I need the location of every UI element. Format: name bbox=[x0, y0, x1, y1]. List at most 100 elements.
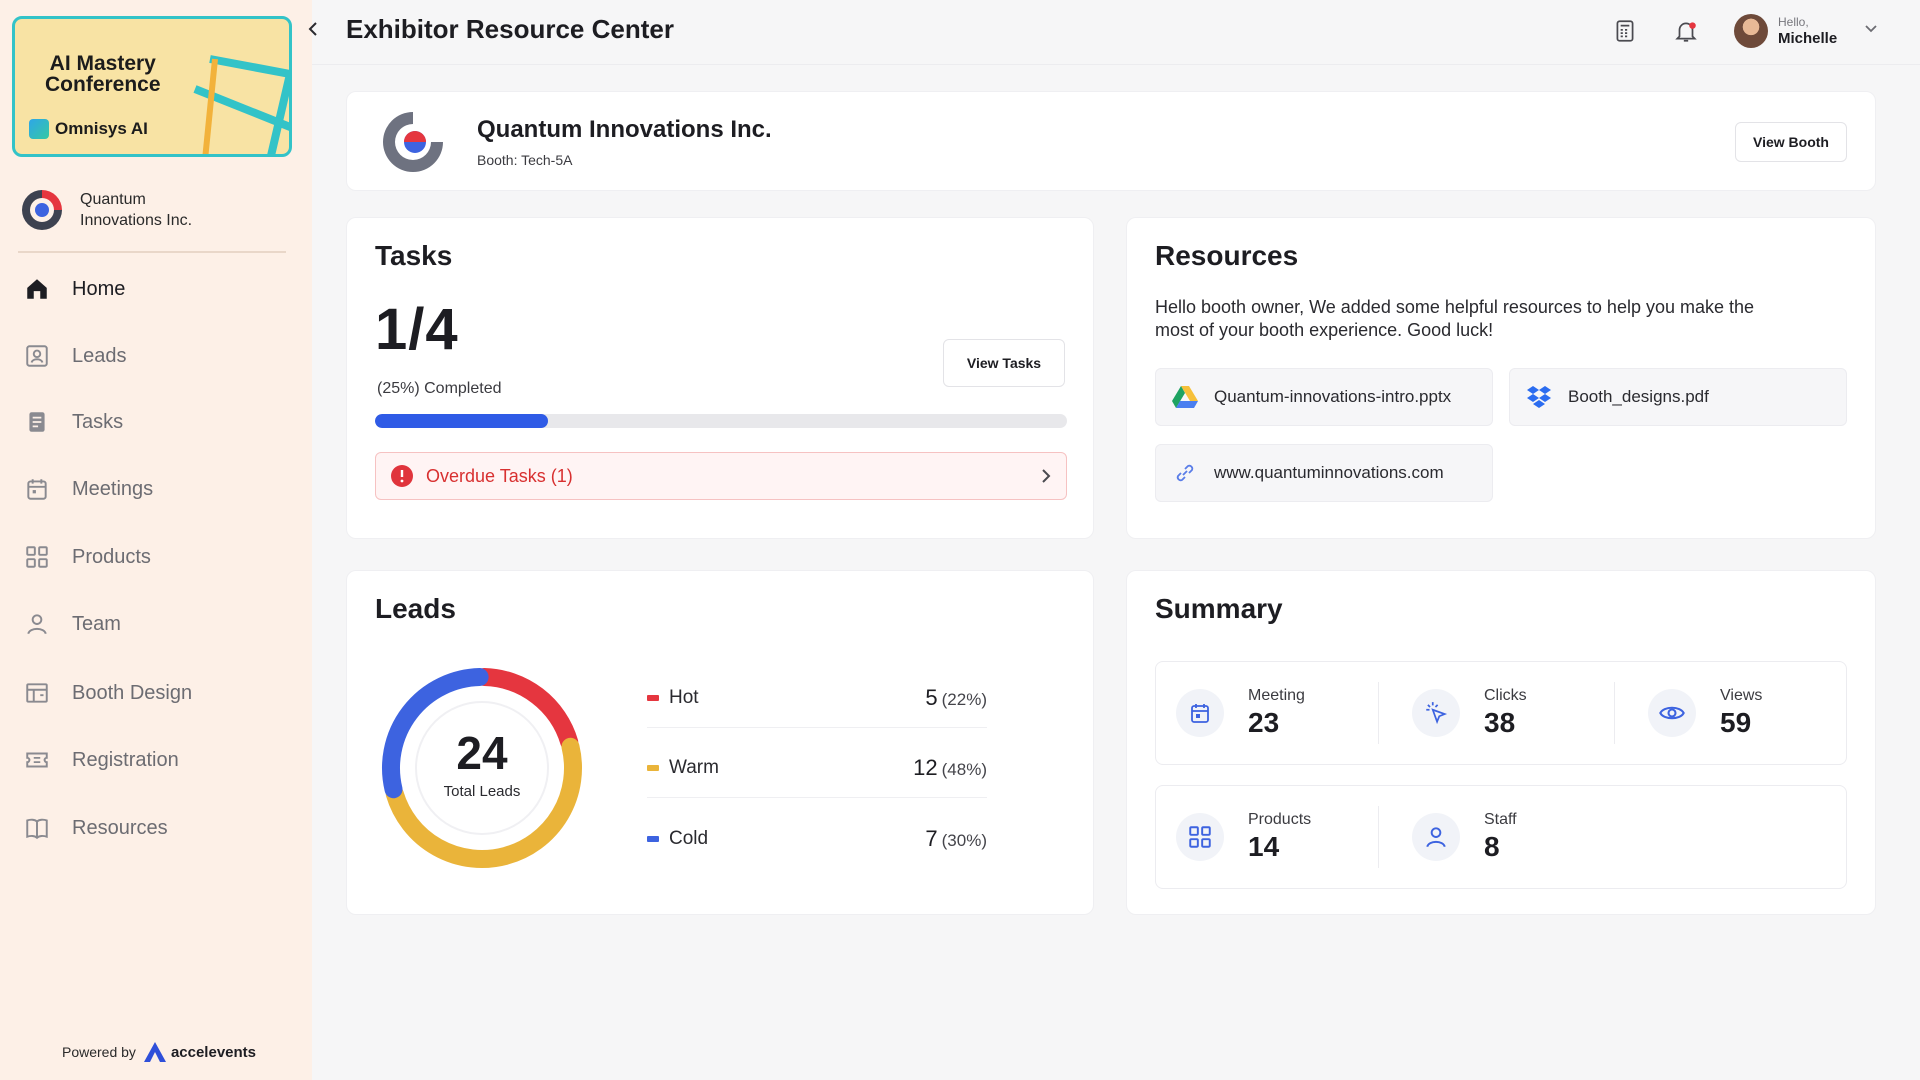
ticket-icon bbox=[26, 752, 48, 768]
leads-card: Leads 24 Total Leads Hot 5 (22%) Warm 12(… bbox=[346, 570, 1094, 915]
chevron-down-icon[interactable] bbox=[1864, 24, 1878, 34]
stat-value: 59 bbox=[1720, 707, 1752, 738]
user-name: Michelle bbox=[1778, 29, 1838, 47]
overdue-tasks-banner[interactable]: Overdue Tasks (1) bbox=[375, 452, 1067, 500]
booth-icon bbox=[26, 683, 48, 703]
tasks-title: Tasks bbox=[375, 240, 453, 271]
leads-row-hot: Hot 5 (22%) bbox=[647, 673, 987, 723]
user-icon bbox=[1426, 827, 1446, 848]
resource-file-pptx[interactable]: Quantum-innovations-intro.pptx bbox=[1155, 368, 1493, 426]
powered-by: Powered by accelevents bbox=[62, 1042, 256, 1062]
stat-icon-wrap bbox=[1176, 689, 1224, 737]
donut-segment-hot bbox=[475, 668, 579, 752]
sidebar-item-label: Products bbox=[72, 545, 151, 568]
stat-icon-wrap bbox=[1648, 689, 1696, 737]
stat-value: 38 bbox=[1484, 707, 1516, 738]
dropbox-icon bbox=[1527, 386, 1551, 408]
sidebar-item-label: Resources bbox=[72, 816, 168, 839]
sidebar-item-team[interactable]: Team bbox=[24, 604, 121, 644]
sidebar-item-products[interactable]: Products bbox=[24, 537, 151, 577]
chevron-right-icon bbox=[1042, 469, 1051, 483]
stat-meeting[interactable]: Meeting 23 bbox=[1176, 662, 1305, 764]
stat-divider bbox=[1614, 682, 1615, 744]
company-logo-icon bbox=[22, 190, 62, 230]
donut-segment-warm bbox=[385, 737, 582, 868]
sidebar-item-label: Tasks bbox=[72, 410, 124, 433]
sidebar-item-home[interactable]: Home bbox=[24, 269, 125, 309]
calculator-icon[interactable] bbox=[1612, 18, 1638, 44]
view-tasks-button[interactable]: View Tasks bbox=[943, 339, 1065, 387]
stat-staff[interactable]: Staff 8 bbox=[1412, 786, 1517, 888]
leads-row-divider bbox=[647, 797, 987, 798]
sidebar-item-tasks[interactable]: Tasks bbox=[24, 402, 123, 442]
leads-row-count: 12 bbox=[913, 755, 938, 780]
resources-description: Hello booth owner, We added some helpful… bbox=[1155, 297, 1755, 340]
company-card: Quantum Innovations Inc. Booth: Tech-5A … bbox=[346, 91, 1876, 191]
user-hello: Hello, bbox=[1778, 14, 1809, 29]
banner-brand-name: Omnisys AI bbox=[55, 119, 148, 138]
resource-link-text: www.quantuminnovations.com bbox=[1214, 463, 1444, 482]
resource-file-name: Booth_designs.pdf bbox=[1568, 387, 1709, 406]
notification-bell-icon[interactable] bbox=[1673, 18, 1699, 44]
leads-row-value: 7 (30%) bbox=[925, 826, 987, 852]
clipboard-icon bbox=[29, 412, 45, 432]
view-booth-button[interactable]: View Booth bbox=[1735, 122, 1847, 162]
eye-icon bbox=[1659, 706, 1685, 720]
sidebar-item-booth-design[interactable]: Booth Design bbox=[24, 673, 192, 713]
banner-title-line2: Conference bbox=[45, 73, 161, 96]
leads-row-divider bbox=[647, 727, 987, 728]
sidebar-item-label: Registration bbox=[72, 748, 179, 771]
grid-icon bbox=[1189, 826, 1211, 848]
sidebar-company-name: Quantum Innovations Inc. bbox=[80, 189, 192, 231]
stat-value: 8 bbox=[1484, 831, 1500, 862]
sidebar-item-resources[interactable]: Resources bbox=[24, 808, 168, 848]
stat-views[interactable]: Views 59 bbox=[1648, 662, 1762, 764]
sidebar-item-leads[interactable]: Leads bbox=[24, 336, 127, 376]
user-icon bbox=[27, 614, 47, 635]
accelevents-name: accelevents bbox=[170, 1043, 257, 1061]
leads-total-label: Total Leads bbox=[443, 783, 521, 800]
stat-label: Staff bbox=[1484, 811, 1517, 828]
link-icon bbox=[1176, 464, 1194, 482]
resource-link-website[interactable]: www.quantuminnovations.com bbox=[1155, 444, 1493, 502]
sidebar-item-label: Booth Design bbox=[72, 681, 193, 704]
warm-legend-marker bbox=[647, 765, 659, 771]
tasks-progress-fill bbox=[375, 414, 548, 428]
leads-row-value: 12 (48%) bbox=[913, 755, 987, 781]
stat-label: Clicks bbox=[1484, 687, 1527, 704]
calendar-icon bbox=[1191, 704, 1209, 723]
stat-clicks[interactable]: Clicks 38 bbox=[1412, 662, 1527, 764]
user-avatar bbox=[1734, 14, 1768, 48]
user-menu[interactable]: Hello, Michelle bbox=[1734, 14, 1837, 48]
stat-label: Products bbox=[1248, 811, 1312, 828]
leads-donut-chart bbox=[382, 668, 582, 868]
resource-file-name: Quantum-innovations-intro.pptx bbox=[1214, 387, 1452, 406]
sidebar-item-meetings[interactable]: Meetings bbox=[24, 469, 153, 509]
grid-icon bbox=[26, 546, 48, 568]
leads-row-value: 5 (22%) bbox=[925, 685, 987, 711]
resource-file-pdf[interactable]: Booth_designs.pdf bbox=[1509, 368, 1847, 426]
leads-row-count: 5 bbox=[925, 685, 938, 710]
banner-title: AI Mastery Conference bbox=[45, 53, 161, 95]
sidebar-item-label: Leads bbox=[72, 344, 127, 367]
accelevents-brand[interactable]: accelevents bbox=[143, 1042, 257, 1062]
stat-icon-wrap bbox=[1176, 813, 1224, 861]
company-logo-icon bbox=[383, 112, 443, 172]
leads-row-percent: (48%) bbox=[941, 760, 987, 779]
summary-stats-row-2: Products 14 Staff 8 bbox=[1155, 785, 1847, 889]
banner-title-line1: AI Mastery bbox=[49, 52, 156, 75]
stat-icon-wrap bbox=[1412, 689, 1460, 737]
summary-title: Summary bbox=[1155, 593, 1283, 624]
cold-legend-marker bbox=[647, 836, 659, 842]
leads-row-name: Warm bbox=[669, 757, 719, 778]
summary-stats-row-1: Meeting 23 Clicks 38 Views 59 bbox=[1155, 661, 1847, 765]
sidebar-company-line1: Quantum bbox=[80, 191, 146, 208]
collapse-sidebar-button[interactable] bbox=[302, 16, 324, 42]
stat-products[interactable]: Products 14 bbox=[1176, 786, 1311, 888]
sidebar-item-label: Home bbox=[72, 277, 126, 300]
event-banner[interactable]: AI Mastery Conference Omnisys AI bbox=[12, 16, 292, 157]
leads-row-warm: Warm 12 (48%) bbox=[647, 743, 987, 793]
sidebar-item-registration[interactable]: Registration bbox=[24, 740, 179, 780]
leads-row-percent: (22%) bbox=[941, 690, 987, 709]
leads-row-name: Cold bbox=[669, 828, 709, 849]
